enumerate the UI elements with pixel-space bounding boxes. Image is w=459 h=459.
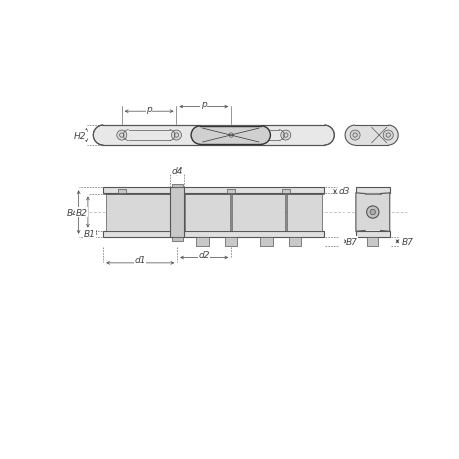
Circle shape bbox=[280, 131, 290, 141]
Bar bbox=[172, 190, 180, 193]
Circle shape bbox=[366, 207, 378, 219]
Circle shape bbox=[171, 131, 181, 141]
Bar bbox=[103, 232, 324, 237]
Bar bbox=[355, 232, 389, 237]
Bar bbox=[288, 237, 301, 246]
Text: H2: H2 bbox=[74, 131, 86, 140]
Bar bbox=[170, 187, 184, 238]
Bar bbox=[172, 185, 182, 188]
Text: p: p bbox=[146, 104, 151, 113]
Text: B4: B4 bbox=[67, 208, 78, 217]
Text: B2: B2 bbox=[76, 208, 88, 217]
Circle shape bbox=[369, 210, 375, 215]
Bar bbox=[103, 188, 324, 193]
Circle shape bbox=[382, 131, 392, 141]
Text: d4: d4 bbox=[171, 167, 183, 176]
Polygon shape bbox=[93, 126, 334, 146]
Bar bbox=[172, 238, 182, 241]
Polygon shape bbox=[190, 127, 270, 145]
Text: B7: B7 bbox=[400, 237, 412, 246]
Bar bbox=[281, 190, 289, 193]
Text: p: p bbox=[201, 100, 206, 109]
Bar bbox=[224, 237, 237, 246]
Text: B1: B1 bbox=[84, 230, 95, 239]
Circle shape bbox=[117, 131, 127, 141]
Text: d1: d1 bbox=[134, 256, 146, 265]
Bar bbox=[367, 237, 377, 246]
Bar bbox=[227, 190, 235, 193]
Text: d2: d2 bbox=[198, 250, 209, 259]
Text: B7: B7 bbox=[345, 237, 357, 246]
Text: d3: d3 bbox=[338, 186, 350, 195]
Bar bbox=[260, 237, 272, 246]
Bar bbox=[355, 188, 389, 193]
Polygon shape bbox=[355, 193, 389, 232]
Bar bbox=[185, 194, 230, 231]
Bar bbox=[106, 194, 169, 231]
Bar bbox=[231, 194, 285, 231]
Circle shape bbox=[226, 131, 235, 141]
Bar bbox=[118, 190, 125, 193]
Circle shape bbox=[349, 131, 359, 141]
Bar bbox=[286, 194, 321, 231]
Bar bbox=[196, 237, 208, 246]
Polygon shape bbox=[344, 126, 397, 146]
